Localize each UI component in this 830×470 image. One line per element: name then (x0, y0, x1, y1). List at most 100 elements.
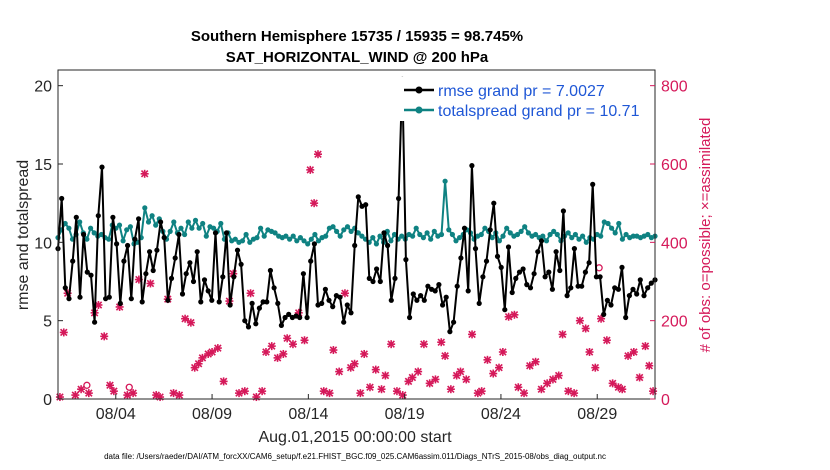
obs-assimilated-marker (495, 363, 504, 372)
series-point-rmse (454, 283, 460, 289)
series-point-totalspread (424, 230, 430, 236)
obs-assimilated-marker (408, 373, 417, 382)
series-point-rmse (165, 297, 171, 303)
series-point-totalspread (580, 233, 586, 239)
series-point-rmse (374, 266, 380, 272)
series-point-rmse (81, 231, 87, 238)
series-point-rmse (326, 297, 332, 303)
series-point-rmse (641, 293, 647, 299)
series-point-rmse (571, 246, 578, 252)
obs-assimilated-marker (360, 349, 369, 358)
series-point-totalspread (522, 224, 528, 230)
series-point-totalspread (120, 238, 126, 244)
series-point-totalspread (449, 231, 455, 238)
series-point-totalspread (525, 230, 532, 236)
series-point-totalspread (399, 233, 405, 239)
series-point-rmse (231, 274, 237, 280)
series-point-totalspread (482, 225, 488, 231)
series-point-rmse (260, 299, 266, 305)
obs-assimilated-marker (387, 340, 396, 349)
series-point-totalspread (239, 238, 246, 244)
obs-assimilated-marker (462, 375, 471, 384)
obs-assimilated-marker (581, 324, 590, 333)
series-point-rmse (560, 208, 567, 214)
series-point-rmse (344, 302, 350, 308)
obs-assimilated-marker (489, 369, 498, 378)
obs-assimilated-marker (425, 379, 434, 388)
y-right-tick-label: 200 (661, 314, 688, 331)
series-point-rmse (183, 271, 189, 277)
series-point-totalspread (98, 231, 104, 238)
series-point-rmse (637, 277, 643, 283)
series-point-totalspread (533, 231, 539, 238)
series-point-totalspread (359, 233, 365, 239)
series-point-totalspread (514, 231, 521, 238)
series-point-totalspread (457, 235, 463, 241)
obs-assimilated-marker (340, 289, 349, 298)
series-point-totalspread (504, 225, 510, 231)
obs-assimilated-marker (570, 389, 579, 398)
obs-assimilated-marker (441, 351, 450, 360)
series-point-rmse (597, 274, 603, 280)
obs-assimilated-marker (558, 330, 567, 339)
series-point-rmse (176, 231, 182, 238)
series-point-totalspread (612, 230, 618, 236)
obs-assimilated-marker (300, 336, 309, 345)
series-point-rmse (158, 219, 164, 225)
series-point-rmse (117, 300, 123, 306)
series-point-rmse (147, 249, 153, 255)
series-point-rmse (70, 258, 76, 264)
series-point-rmse (392, 275, 398, 281)
y-axis-right-label: # of obs: o=possible; ×=assimilated (697, 118, 714, 353)
series-point-rmse (77, 294, 83, 300)
series-point-rmse (608, 302, 614, 308)
series-point-rmse (626, 293, 633, 299)
obs-assimilated-marker (109, 387, 118, 396)
plot-frame (57, 69, 656, 400)
series-point-totalspread (167, 228, 173, 234)
series-point-totalspread (243, 231, 249, 238)
series-point-totalspread (200, 220, 206, 227)
obs-assimilated-marker (129, 389, 138, 398)
x-axis: 08/04 08/09 08/14 08/19 08/24 08/29 (96, 394, 617, 423)
series-point-rmse (106, 294, 112, 300)
obs-assimilated-marker (392, 387, 401, 396)
series-point-totalspread (609, 225, 615, 231)
obs-assimilated-marker (258, 387, 267, 396)
obs-assimilated-marker (431, 375, 440, 384)
series-point-rmse (125, 242, 131, 249)
series-point-totalspread (446, 227, 452, 233)
series-point-rmse (322, 286, 328, 292)
series-point-rmse (623, 314, 629, 321)
series-point-rmse (168, 275, 175, 281)
series-point-totalspread (91, 230, 97, 236)
obs-possible-marker (125, 383, 133, 391)
series-point-rmse (201, 277, 208, 283)
series-point-totalspread (124, 227, 130, 233)
obs-assimilated-marker (306, 165, 315, 174)
series-point-rmse (564, 293, 570, 299)
series-point-rmse (136, 216, 142, 222)
obs-assimilated-marker (71, 391, 80, 400)
series-point-rmse (414, 297, 420, 303)
series-point-totalspread (315, 238, 322, 244)
series-point-totalspread (247, 239, 253, 245)
obs-assimilated-marker (123, 391, 132, 400)
series-point-rmse (425, 283, 431, 289)
y-left-tick-label: 0 (43, 392, 52, 409)
series-point-totalspread (547, 231, 553, 238)
series-point-rmse (297, 314, 303, 321)
series-point-rmse (161, 235, 167, 241)
series-point-totalspread (178, 225, 184, 231)
obs-assimilated-marker (313, 150, 322, 159)
series-point-rmse (487, 227, 493, 233)
series-point-totalspread (218, 220, 224, 227)
obs-assimilated-marker (645, 361, 654, 370)
series-point-rmse (300, 271, 306, 277)
series-point-totalspread (142, 205, 148, 211)
obs-assimilated-marker (105, 381, 114, 390)
series-point-rmse (557, 267, 563, 274)
obs-assimilated-marker (59, 328, 68, 337)
series-point-totalspread (106, 236, 112, 242)
series-point-totalspread (305, 241, 311, 247)
